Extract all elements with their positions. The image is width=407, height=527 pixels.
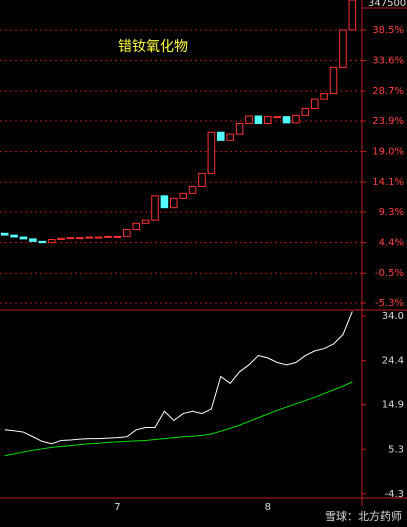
candle <box>160 195 169 209</box>
watermark: 雪球：北方药师 <box>325 509 402 523</box>
y-tick-label: 14.1% <box>372 177 404 188</box>
candle <box>66 237 75 240</box>
candle <box>329 66 338 95</box>
x-tick-label: 8 <box>265 502 271 513</box>
candle <box>198 172 206 187</box>
candle <box>226 133 234 141</box>
y-tick-label: -0.5% <box>375 268 404 279</box>
y-tick-label: 24.4 <box>382 356 404 367</box>
candle <box>292 114 300 124</box>
candle <box>170 197 178 209</box>
candle <box>38 240 47 244</box>
candle <box>141 219 150 224</box>
candle <box>310 98 319 110</box>
x-tick-label: 7 <box>114 502 120 513</box>
y-tick-label: 9.3% <box>379 207 404 218</box>
candle <box>10 234 18 238</box>
y-tick-label: 38.5% <box>372 25 404 36</box>
candle <box>263 116 272 125</box>
line <box>4 381 353 457</box>
y-tick-label: 33.6% <box>372 56 404 67</box>
candle <box>339 29 347 68</box>
candle <box>273 116 281 119</box>
y-tick-label: 19.0% <box>372 147 404 158</box>
candle <box>29 238 37 242</box>
candle <box>254 115 263 125</box>
candle <box>0 232 9 236</box>
candle <box>132 222 141 231</box>
candle <box>47 239 56 244</box>
chart-title: 错钕氧化物 <box>118 39 188 55</box>
candle <box>104 235 112 238</box>
line <box>4 311 353 445</box>
candle <box>188 185 197 194</box>
y-tick-label: -5.3% <box>375 298 404 309</box>
y-tick-label: -4.3 <box>384 489 404 500</box>
y-tick-label: 28.7% <box>372 86 404 97</box>
candle <box>57 237 65 241</box>
candle <box>123 229 131 237</box>
candle <box>282 116 291 124</box>
candle <box>348 0 357 31</box>
y-tick-label: 34.0 <box>382 311 404 322</box>
candle <box>151 195 159 221</box>
candle <box>94 236 103 239</box>
watermark-bg <box>286 506 407 527</box>
y-tick-label: 23.9% <box>372 116 404 127</box>
y-tick-label: 5.3 <box>388 444 404 455</box>
y-tick-label: 14.9 <box>382 400 404 411</box>
candle <box>245 115 253 125</box>
candle <box>85 236 94 239</box>
header-label: 347500 <box>368 0 406 9</box>
candle <box>76 237 84 240</box>
candle <box>320 93 328 100</box>
y-tick-label: 4.4% <box>379 238 404 249</box>
candle <box>179 192 187 199</box>
candle <box>113 235 122 238</box>
candle <box>235 123 244 135</box>
candle <box>301 108 310 116</box>
candle <box>207 131 216 174</box>
candle <box>19 236 28 240</box>
candle <box>216 131 225 141</box>
